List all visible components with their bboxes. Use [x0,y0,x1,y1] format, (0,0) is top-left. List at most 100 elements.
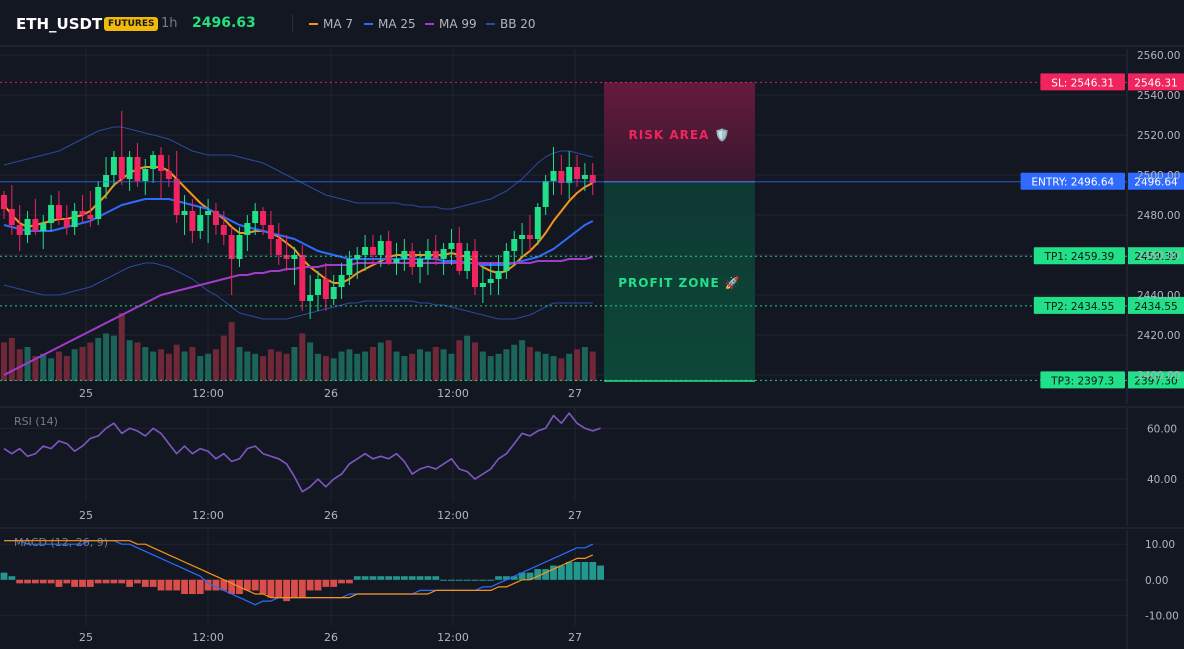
x-tick-label: 12:00 [192,631,224,644]
macd-hist-bar [110,579,118,584]
candlesticks [1,111,596,319]
macd-hist-bar [432,576,440,580]
x-tick-label: 25 [79,387,93,400]
legend-ma25[interactable]: MA 25 [364,17,416,31]
candle-body [534,207,541,239]
candle-body [291,255,298,259]
macd-hist-bar [79,579,86,587]
candle-body [63,219,70,227]
volume-bar [487,356,494,381]
axis-price-tag [1128,296,1184,314]
macd-hist-bar [32,579,39,584]
volume-bar [354,353,361,381]
volume-bar [142,347,149,381]
macd-y-tick-label: 10.00 [1145,539,1175,551]
legend-label-ma7: MA 7 [323,17,354,31]
ma7-line [3,166,594,284]
symbol-label[interactable]: ETH_USDT [16,15,103,33]
candle-body [79,211,86,215]
candle-body [526,235,533,239]
candle-body [385,241,392,263]
volume-bar [118,313,125,381]
volume-bar [252,353,259,381]
volume-bar [205,353,212,381]
volume-bar [40,353,47,381]
candle-body [401,251,408,259]
macd-hist-bar [330,579,338,587]
macd-hist-bar [385,576,393,580]
macd-hist-bar [565,562,573,580]
candle-body [322,279,329,299]
volume-bar [48,358,55,381]
candle-body [71,211,78,227]
macd-hist-bar [408,576,416,580]
candle-body [118,157,125,179]
macd-hist-bar [306,579,314,591]
candle-body [503,251,510,271]
level-tag [1040,371,1125,389]
volume-bar [220,335,227,381]
candle-body [409,251,416,267]
axes: 2560.002540.002520.002500.002480.002460.… [79,50,1180,644]
macd-hist-bar [597,565,604,580]
candle-body [16,225,23,235]
trade-zones: RISK AREA 🛡️ PROFIT ZONE 🚀 [604,82,755,382]
volume-bar [126,340,133,381]
candle-body [142,169,149,181]
volume-bar [511,344,518,381]
legend-bb20[interactable]: BB 20 [486,17,536,31]
candle-body [574,167,581,179]
candle-body [346,259,353,275]
volume-bar [346,349,353,381]
candle-body [150,155,157,169]
candle-body [354,255,361,259]
volume-bar [503,349,510,381]
volume-bar [550,356,557,381]
x-tick-label: 26 [324,631,338,644]
candle-body [417,259,424,267]
axis-price-tag [1128,73,1184,91]
volume-bar [307,342,314,381]
volume-bar [299,333,306,381]
candle-body [267,225,274,239]
macd-hist-bar [71,579,79,587]
volume-bar [440,349,447,381]
legend-ma99[interactable]: MA 99 [425,17,477,31]
profit-zone [604,181,755,381]
candle-body [464,251,471,271]
volume-bar [134,342,141,381]
candle-body [189,211,196,231]
y-tick-label: 2560.00 [1137,50,1180,62]
x-tick-label: 27 [568,631,582,644]
x-tick-label: 27 [568,509,582,522]
macd-hist-bar [487,579,495,581]
y-tick-label: 2520.00 [1137,130,1180,142]
interval-label[interactable]: 1h [161,16,178,31]
volume-bar [401,356,408,381]
axis-price-text: 2546.31 [1134,77,1177,89]
candle-body [32,219,39,231]
macd-hist-bar [204,579,212,591]
macd-hist-bar [400,576,408,580]
candle-body [362,247,369,255]
ma25-line [3,198,594,266]
level-tag [1020,172,1125,190]
macd-line [4,540,594,606]
legend-label-ma99: MA 99 [439,17,477,31]
bb-lower-line [3,262,593,320]
candle-body [48,205,55,223]
volume-bar [55,351,62,381]
macd-hist-bar [8,576,16,580]
candle-body [338,275,345,287]
toolbar-divider [292,14,293,32]
legend-ma7[interactable]: MA 7 [309,17,353,31]
candle-body [299,255,306,301]
volume-bar [181,351,188,381]
candle-body [487,279,494,283]
macd-hist-bar [291,579,298,598]
candle-body [110,157,117,175]
level-tag [1033,296,1125,314]
volume-bar [417,349,424,381]
volume-bar [566,353,573,381]
